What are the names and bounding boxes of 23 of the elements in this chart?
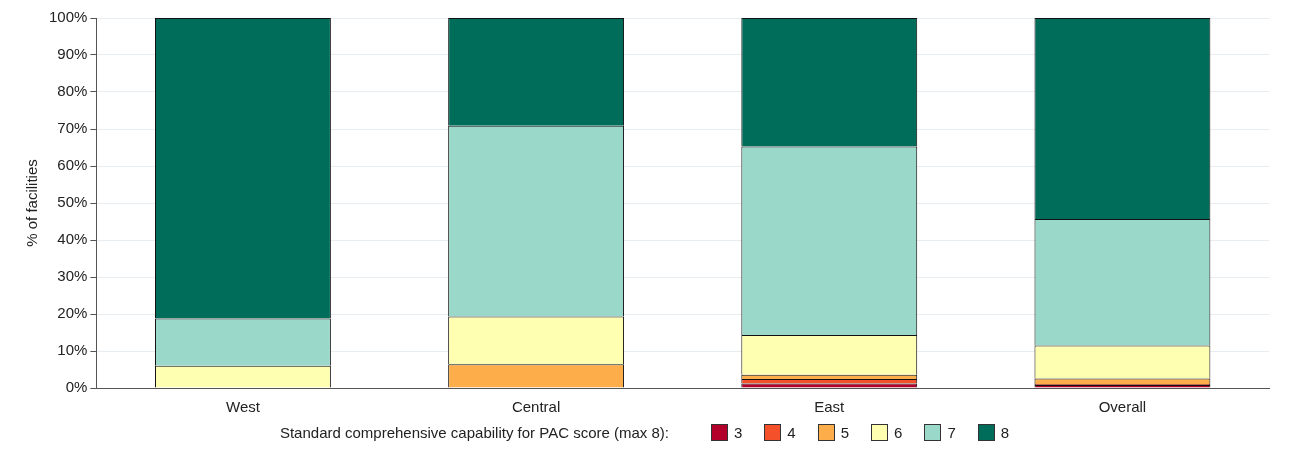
y-axis-title: % of facilities xyxy=(23,159,41,247)
legend-label: 6 xyxy=(894,424,903,441)
legend-label: 4 xyxy=(787,424,796,441)
legend-label: 8 xyxy=(1000,424,1010,441)
x-tick-label: Overall xyxy=(1098,398,1147,416)
x-tick-label: West xyxy=(225,398,261,416)
legend-label: 7 xyxy=(947,424,956,441)
y-tick-label: 0% xyxy=(65,378,88,396)
y-tick-label: 70% xyxy=(57,119,88,137)
x-tick-label: Central xyxy=(511,398,561,416)
x-tick-label: East xyxy=(814,398,846,416)
legend-label: 5 xyxy=(840,424,850,441)
y-tick-label: 10% xyxy=(57,341,88,359)
legend-label: 3 xyxy=(734,424,743,441)
y-tick-label: 20% xyxy=(57,304,88,322)
y-tick-label: 80% xyxy=(57,82,88,100)
y-tick-label: 60% xyxy=(57,156,88,174)
y-tick-label: 90% xyxy=(57,45,88,63)
y-tick-label: 30% xyxy=(57,267,88,285)
y-tick-label: 40% xyxy=(57,230,88,248)
y-tick-label: 100% xyxy=(48,8,88,26)
legend-title: Standard comprehensive capability for PAC score (max 8): xyxy=(279,424,669,441)
y-tick-label: 50% xyxy=(57,193,88,211)
